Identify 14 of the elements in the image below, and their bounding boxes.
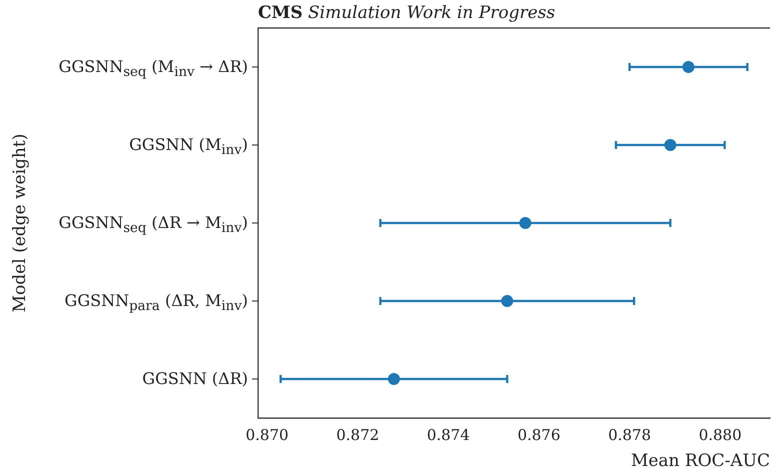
x-axis-title: Mean ROC-AUC: [630, 451, 770, 471]
y-tick-label: GGSNN$_{para}$ (ΔR, M$_{inv}$): [64, 290, 248, 316]
x-tick-label: 0.880: [698, 426, 742, 444]
chart-title: CMS Simulation Work in Progress: [258, 3, 556, 23]
x-tick-label: 0.874: [426, 426, 470, 444]
x-tick-label: 0.878: [608, 426, 652, 444]
x-tick-label: 0.876: [517, 426, 560, 444]
y-tick-label: GGSNN$_{seq}$ (M$_{inv}$ → ΔR): [58, 56, 248, 82]
y-tick-label: GGSNN (ΔR): [142, 368, 248, 390]
x-tick-label: 0.872: [336, 426, 380, 444]
y-axis-title: Model (edge weight): [10, 134, 30, 312]
y-tick-label: GGSNN$_{seq}$ (ΔR → M$_{inv}$): [58, 212, 248, 238]
y-tick-label: GGSNN (M$_{inv}$): [129, 134, 248, 160]
x-tick-label: 0.870: [246, 426, 289, 444]
